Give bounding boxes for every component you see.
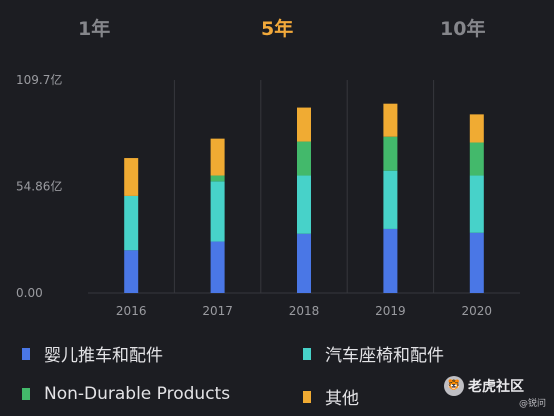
legend-swatch-stroller — [22, 347, 30, 360]
period-tabs: 1年 5年 10年 — [0, 16, 554, 42]
bar-segment-2018-3[interactable] — [297, 107, 311, 142]
tiger-logo-icon: 🐯 — [444, 376, 464, 396]
bar-segment-2019-3[interactable] — [383, 103, 398, 137]
legend-item-non-durable: Non-Durable Products — [22, 384, 230, 404]
legend-item-car-seat: 汽车座椅和配件 — [303, 341, 444, 366]
legend-swatch-car-seat — [303, 347, 311, 360]
bar-segment-2018-1[interactable] — [297, 175, 311, 234]
legend-swatch-non-durable — [22, 388, 30, 400]
bar-segment-2020-3[interactable] — [469, 114, 484, 143]
tab-10-year[interactable]: 10年 — [440, 18, 486, 40]
tab-1-year[interactable]: 1年 — [78, 18, 111, 40]
watermark-handle: @锐问 — [518, 399, 546, 409]
legend-label-car-seat: 汽车座椅和配件 — [325, 346, 444, 366]
watermark-title: 老虎社区 — [468, 379, 524, 395]
y-tick-label: 54.86亿 — [16, 179, 62, 194]
x-tick-label-2018: 2018 — [289, 304, 320, 318]
bar-segment-2017-0[interactable] — [210, 241, 225, 293]
legend-item-stroller: 婴儿推车和配件 — [22, 341, 163, 366]
tab-5-year[interactable]: 5年 — [261, 18, 294, 40]
x-tick-label-2019: 2019 — [375, 304, 406, 318]
bar-segment-2018-0[interactable] — [297, 233, 311, 293]
bar-segment-2019-1[interactable] — [383, 170, 398, 229]
bar-segment-2020-2[interactable] — [469, 142, 484, 176]
bar-segment-2016-1[interactable] — [124, 195, 139, 251]
x-tick-label-2017: 2017 — [202, 304, 233, 318]
watermark: 🐯 老虎社区 @锐问 — [436, 370, 546, 412]
legend-label-other: 其他 — [325, 389, 359, 409]
legend-swatch-other — [303, 390, 311, 403]
bar-segment-2020-1[interactable] — [469, 175, 484, 233]
x-tick-label-2016: 2016 — [116, 304, 147, 318]
bar-segment-2017-2[interactable] — [210, 175, 225, 182]
bar-segment-2016-0[interactable] — [124, 250, 139, 293]
bar-segment-2017-1[interactable] — [210, 181, 225, 242]
y-tick-label: 0.00 — [16, 286, 43, 300]
x-tick-label-2020: 2020 — [462, 304, 493, 318]
legend-label-stroller: 婴儿推车和配件 — [44, 346, 163, 366]
bar-segment-2019-0[interactable] — [383, 228, 398, 293]
y-tick-label: 109.7亿 — [16, 72, 62, 87]
bar-segment-2020-0[interactable] — [469, 232, 484, 293]
legend-item-other: 其他 — [303, 384, 359, 409]
bar-segment-2018-2[interactable] — [297, 141, 311, 176]
bar-segment-2019-2[interactable] — [383, 136, 398, 171]
bar-segment-2016-3[interactable] — [124, 158, 139, 196]
bar-segment-2017-3[interactable] — [210, 138, 225, 176]
legend-label-non-durable: Non-Durable Products — [44, 384, 231, 404]
